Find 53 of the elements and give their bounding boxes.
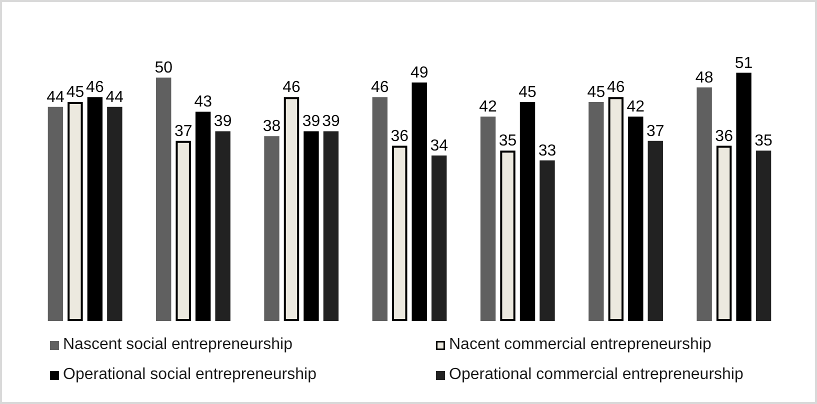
bar bbox=[215, 131, 230, 321]
data-label: 45 bbox=[66, 84, 84, 101]
bar bbox=[372, 97, 388, 321]
data-label: 43 bbox=[194, 94, 212, 111]
data-label: 35 bbox=[498, 132, 517, 150]
data-label: 46 bbox=[370, 79, 389, 96]
bar bbox=[520, 102, 536, 321]
data-label: 37 bbox=[174, 122, 192, 140]
legend-label: Nascent social entrepreneurship bbox=[63, 336, 292, 354]
bar bbox=[756, 150, 772, 321]
bar bbox=[195, 112, 211, 321]
data-label: 36 bbox=[390, 128, 409, 145]
legend-label: Nacent commercial entrepreneurship bbox=[449, 336, 712, 354]
data-label: 38 bbox=[262, 118, 281, 136]
data-label: 42 bbox=[479, 98, 498, 116]
data-label: 49 bbox=[410, 64, 428, 82]
data-label: 33 bbox=[538, 142, 556, 160]
data-label: 39 bbox=[302, 113, 320, 130]
data-label: 37 bbox=[646, 122, 664, 140]
data-label: 36 bbox=[715, 128, 734, 145]
data-label: 35 bbox=[754, 132, 773, 150]
bar bbox=[736, 72, 752, 321]
data-label: 50 bbox=[154, 60, 173, 77]
data-label: 46 bbox=[282, 79, 300, 96]
legend-label: Operational commercial entrepreneurship bbox=[449, 366, 744, 384]
data-label: 45 bbox=[518, 84, 537, 101]
bar bbox=[628, 116, 644, 321]
data-label: 51 bbox=[734, 54, 753, 72]
data-label: 44 bbox=[106, 88, 124, 106]
bar bbox=[323, 131, 339, 321]
data-label: 48 bbox=[695, 69, 714, 86]
data-label: 46 bbox=[607, 79, 625, 96]
bar bbox=[432, 156, 447, 321]
data-label: 46 bbox=[86, 79, 104, 96]
bar bbox=[696, 87, 712, 321]
bar bbox=[412, 82, 427, 321]
data-label: 39 bbox=[214, 113, 232, 130]
bar bbox=[87, 97, 103, 321]
bar bbox=[48, 106, 64, 321]
data-label: 44 bbox=[46, 88, 64, 106]
bar bbox=[107, 106, 122, 321]
data-label: 45 bbox=[587, 84, 606, 101]
data-label: 39 bbox=[322, 113, 340, 130]
data-label: 42 bbox=[626, 98, 645, 116]
data-label: 34 bbox=[430, 138, 448, 155]
bar bbox=[540, 160, 555, 321]
bar bbox=[304, 131, 319, 321]
bar bbox=[648, 140, 663, 321]
legend-label: Operational social entrepreneurship bbox=[63, 366, 316, 384]
bar bbox=[480, 116, 496, 321]
bar bbox=[588, 102, 604, 321]
bar bbox=[156, 78, 172, 321]
bar bbox=[264, 136, 280, 321]
